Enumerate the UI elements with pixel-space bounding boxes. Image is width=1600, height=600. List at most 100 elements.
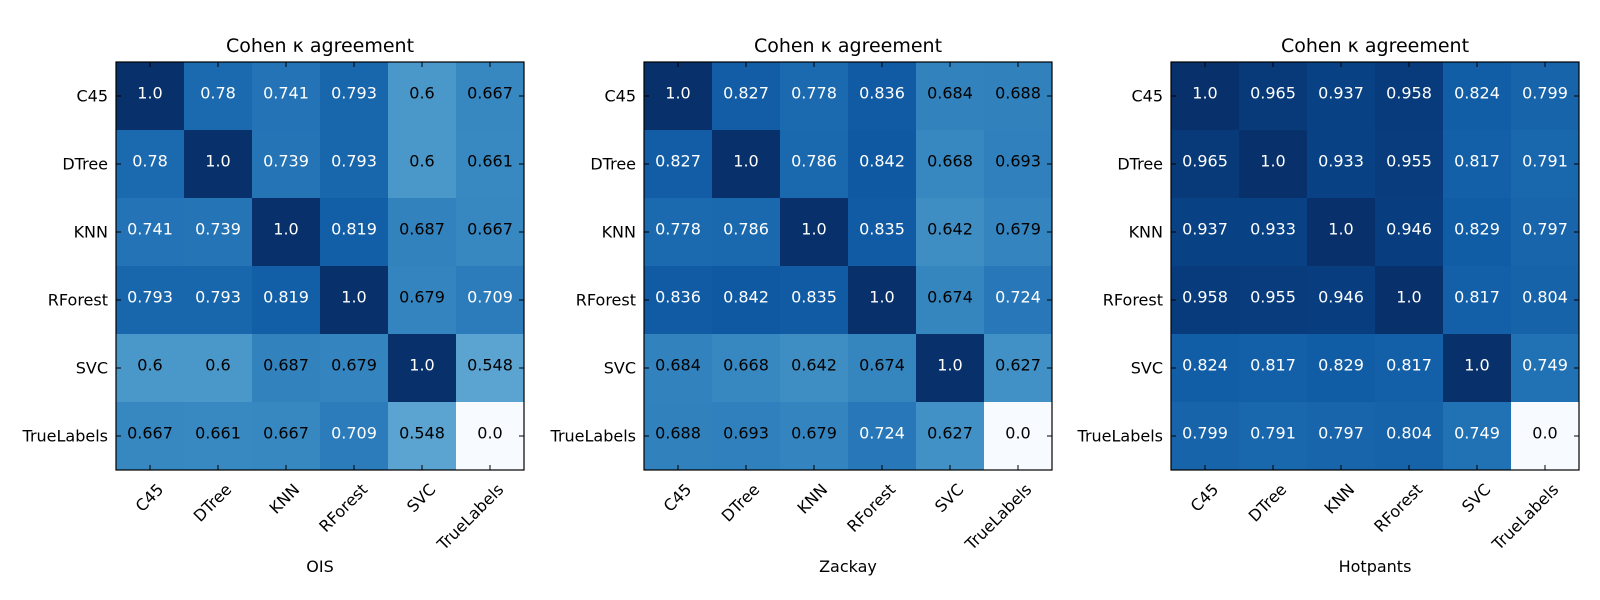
cell-value-label: 0.661 bbox=[467, 151, 513, 170]
cell-value-label: 1.0 bbox=[1260, 151, 1285, 170]
plot-frame bbox=[1170, 61, 1580, 471]
heatmap-cell bbox=[984, 334, 1053, 403]
heatmap-cell bbox=[1375, 334, 1444, 403]
heatmap-cell bbox=[1443, 334, 1512, 403]
heatmap-cell bbox=[644, 130, 713, 199]
x-axis-label: Hotpants bbox=[1339, 557, 1412, 576]
heatmap-cell bbox=[184, 198, 253, 267]
heatmap-cell bbox=[1171, 266, 1240, 335]
y-tick-label: KNN bbox=[1129, 223, 1163, 242]
heatmap-cell bbox=[1307, 334, 1376, 403]
heatmap-cell bbox=[388, 266, 457, 335]
heatmap-cell bbox=[184, 266, 253, 335]
heatmap-cell bbox=[1239, 62, 1308, 131]
x-tick-label: KNN bbox=[266, 480, 304, 518]
cell-value-label: 0.684 bbox=[927, 83, 973, 102]
heatmap-cell bbox=[388, 62, 457, 131]
cell-value-label: 0.793 bbox=[127, 287, 173, 306]
heatmap-cell bbox=[848, 130, 917, 199]
cell-value-label: 1.0 bbox=[1464, 355, 1489, 374]
heatmap-cell bbox=[320, 62, 389, 131]
chart-title: Cohen κ agreement bbox=[1281, 35, 1469, 57]
heatmap-cell bbox=[456, 402, 525, 471]
cell-value-label: 1.0 bbox=[205, 151, 230, 170]
cell-value-label: 0.674 bbox=[859, 355, 905, 374]
x-tick-label: C45 bbox=[660, 480, 696, 516]
cell-value-label: 0.0 bbox=[1532, 423, 1557, 442]
x-tick-label: SVC bbox=[403, 480, 439, 516]
heatmap-cell bbox=[712, 334, 781, 403]
y-tick-label: C45 bbox=[1131, 87, 1163, 106]
cell-value-label: 0.667 bbox=[467, 83, 513, 102]
x-axis-label: Zackay bbox=[819, 557, 877, 576]
cell-value-label: 0.827 bbox=[723, 83, 769, 102]
heatmap-cell bbox=[1375, 62, 1444, 131]
cell-value-label: 0.674 bbox=[927, 287, 973, 306]
heatmap-cell bbox=[184, 130, 253, 199]
cell-value-label: 0.679 bbox=[995, 219, 1041, 238]
heatmap-cell bbox=[184, 62, 253, 131]
cell-value-label: 0.946 bbox=[1386, 219, 1432, 238]
heatmap-cell bbox=[116, 130, 185, 199]
cell-value-label: 0.842 bbox=[859, 151, 905, 170]
x-tick-label: C45 bbox=[132, 480, 168, 516]
x-tick-label: SVC bbox=[931, 480, 967, 516]
x-tick-label: KNN bbox=[1321, 480, 1359, 518]
heatmap-cell bbox=[1307, 62, 1376, 131]
heatmap-cell bbox=[388, 198, 457, 267]
cell-value-label: 0.778 bbox=[655, 219, 701, 238]
heatmap-cell bbox=[984, 402, 1053, 471]
heatmap-cell bbox=[848, 198, 917, 267]
heatmap-cell bbox=[780, 402, 849, 471]
heatmap-cell bbox=[984, 130, 1053, 199]
heatmap-cell bbox=[644, 198, 713, 267]
cell-value-label: 0.749 bbox=[1454, 423, 1500, 442]
cell-value-label: 1.0 bbox=[273, 219, 298, 238]
cell-value-label: 1.0 bbox=[801, 219, 826, 238]
cell-value-label: 0.6 bbox=[409, 151, 434, 170]
heatmap-cell bbox=[252, 130, 321, 199]
heatmap-cell bbox=[116, 62, 185, 131]
cell-value-label: 0.6 bbox=[205, 355, 230, 374]
heatmap-cell bbox=[780, 266, 849, 335]
heatmap-cell bbox=[1443, 198, 1512, 267]
x-tick-label: RForest bbox=[843, 480, 899, 536]
heatmap-cell bbox=[252, 266, 321, 335]
heatmap-cell bbox=[712, 62, 781, 131]
cell-value-label: 0.548 bbox=[467, 355, 513, 374]
cell-value-label: 0.793 bbox=[331, 151, 377, 170]
heatmap-cell bbox=[184, 402, 253, 471]
heatmap-cell bbox=[780, 130, 849, 199]
cell-value-label: 0.661 bbox=[195, 423, 241, 442]
cell-value-label: 0.958 bbox=[1386, 83, 1432, 102]
y-tick-label: DTree bbox=[590, 155, 636, 174]
y-tick-label: TrueLabels bbox=[550, 427, 636, 446]
heatmap-cell bbox=[456, 334, 525, 403]
heatmap-cell bbox=[116, 198, 185, 267]
heatmap-cell bbox=[916, 402, 985, 471]
heatmap-panel-3: 1.0 0.965 0.937 0.958 0.824 0.799 0.965 1.0 0.93… bbox=[1077, 35, 1580, 576]
cell-value-label: 0.679 bbox=[331, 355, 377, 374]
cell-value-label: 0.797 bbox=[1522, 219, 1568, 238]
cell-value-label: 0.817 bbox=[1454, 287, 1500, 306]
plot-frame bbox=[643, 61, 1053, 471]
x-tick-label: SVC bbox=[1458, 480, 1494, 516]
heatmap-cell bbox=[252, 198, 321, 267]
heatmap-cell bbox=[1239, 266, 1308, 335]
heatmap-cell bbox=[644, 334, 713, 403]
heatmap-cell bbox=[1511, 402, 1580, 471]
x-tick-label: DTree bbox=[1245, 480, 1291, 526]
heatmap-cell bbox=[1375, 402, 1444, 471]
plot-frame bbox=[115, 61, 525, 471]
cell-value-label: 0.687 bbox=[263, 355, 309, 374]
y-tick-label: RForest bbox=[48, 291, 108, 310]
heatmap-cell bbox=[320, 130, 389, 199]
cell-value-label: 0.687 bbox=[399, 219, 445, 238]
heatmap-cell bbox=[1375, 198, 1444, 267]
cell-value-label: 0.78 bbox=[200, 83, 236, 102]
cell-value-label: 0.548 bbox=[399, 423, 445, 442]
cell-value-label: 1.0 bbox=[733, 151, 758, 170]
heatmap-cell bbox=[320, 198, 389, 267]
y-tick-label: RForest bbox=[576, 291, 636, 310]
cell-value-label: 0.642 bbox=[927, 219, 973, 238]
